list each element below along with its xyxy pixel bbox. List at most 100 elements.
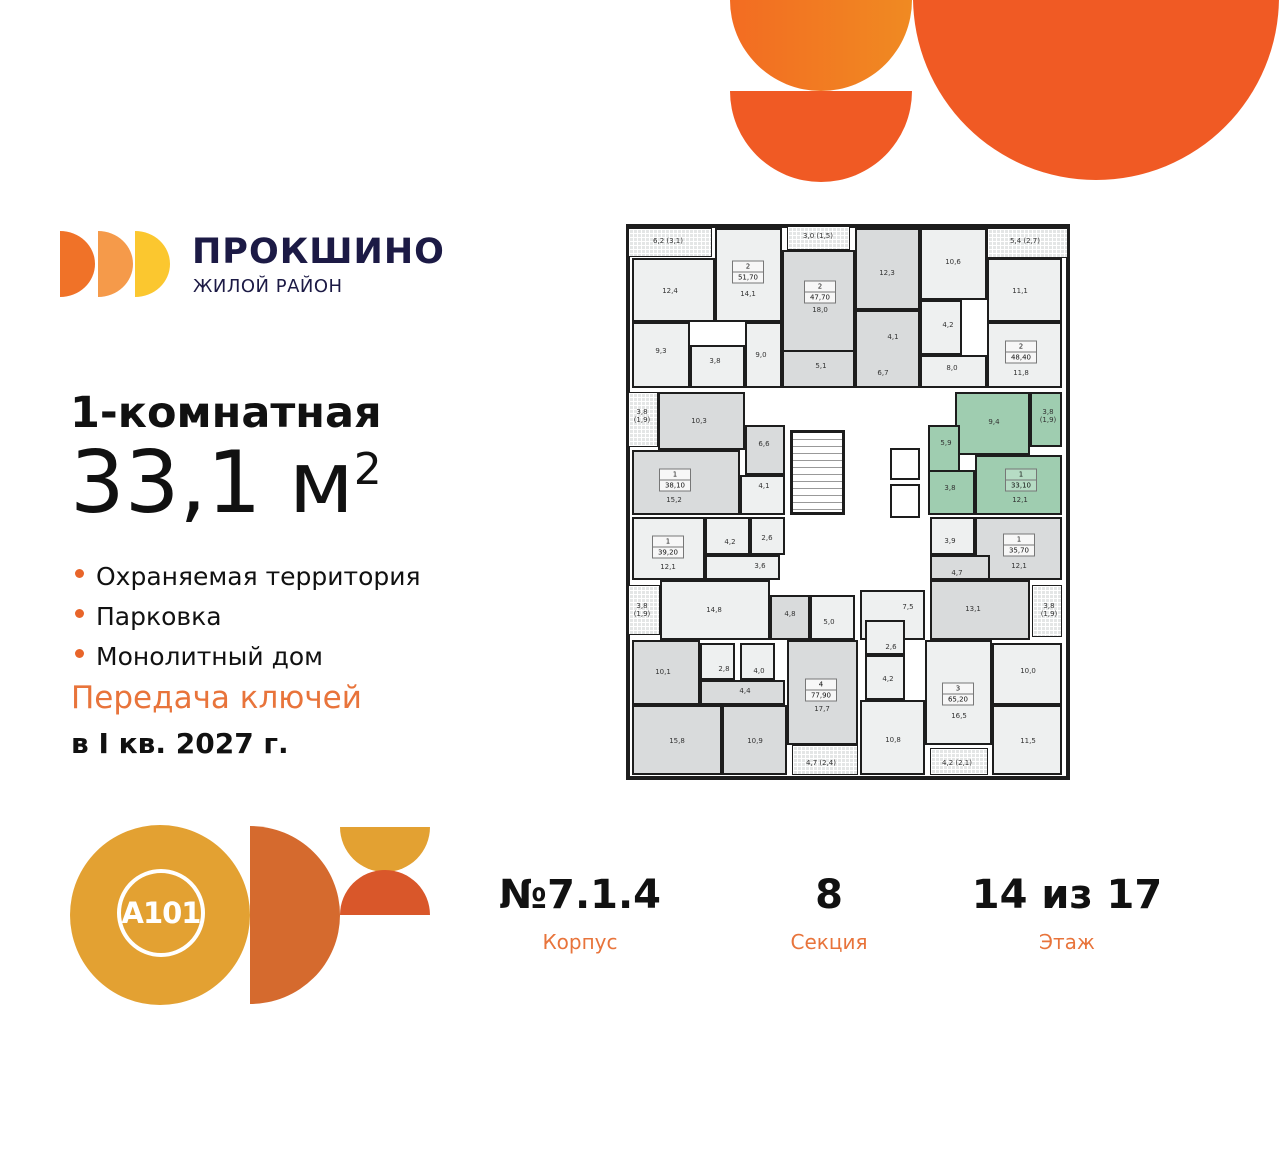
room	[632, 258, 715, 322]
area-value: 33,1 м	[70, 433, 354, 533]
room-area-label: 3,8 (1,9)	[1040, 602, 1058, 618]
room-area-label: 6,2 (3,1)	[653, 237, 683, 245]
room	[632, 640, 700, 705]
elevator	[890, 484, 920, 518]
room-area-label: 4,1	[887, 333, 899, 341]
apartment-badge[interactable]: 1 38,10	[659, 468, 691, 492]
room	[782, 250, 855, 388]
handover-date: в I кв. 2027 г.	[71, 727, 289, 760]
room	[715, 228, 782, 322]
room-area-label: 4,8	[784, 610, 796, 618]
room	[930, 580, 1030, 640]
room	[928, 425, 960, 485]
room	[865, 655, 905, 700]
apartment-rooms: 1	[665, 537, 671, 546]
bullet-icon	[75, 648, 84, 658]
apartment-badge[interactable]: 2 51,70	[732, 260, 764, 284]
apartment-badge[interactable]: 2 47,70	[804, 280, 836, 304]
apartment-rooms: 1	[1018, 470, 1024, 479]
room	[658, 392, 745, 450]
room	[740, 643, 775, 680]
room	[745, 322, 782, 388]
feature-label: Монолитный дом	[96, 641, 324, 671]
room	[660, 580, 770, 640]
apartment-badge[interactable]: 4 77,90	[805, 678, 837, 702]
room-area-label: 4,0	[753, 667, 765, 675]
bullet-icon	[75, 608, 84, 618]
building-label: Корпус	[542, 930, 618, 954]
room	[810, 595, 855, 640]
floor-label: Этаж	[1039, 930, 1095, 954]
stair-core	[785, 390, 925, 590]
room-area-label: 10,9	[747, 737, 763, 745]
room-area-label: 11,1	[1012, 287, 1028, 295]
room-area-label: 8,0	[946, 364, 958, 372]
apartment-badge[interactable]: 1 35,70	[1003, 533, 1035, 557]
room-area-label: 9,0	[755, 351, 767, 359]
room	[975, 517, 1062, 580]
room-area-label: 5,9	[940, 439, 952, 447]
stat-floor: 14 из 17 Этаж	[947, 872, 1187, 954]
room-area-label: 3,8 (1,9)	[1039, 408, 1057, 424]
feature-item: Монолитный дом	[75, 636, 421, 676]
apartment-total-area: 47,70	[805, 291, 835, 303]
room-area-label: 10,1	[655, 668, 671, 676]
apartment-total-area: 39,20	[653, 546, 683, 558]
logo-half-circle-1	[60, 231, 95, 297]
apartment-badge[interactable]: 3 65,20	[942, 682, 974, 706]
room-area-label: 3,8	[944, 484, 956, 492]
apartment-type: 1-комнатная	[70, 388, 382, 438]
room-area-label: 5,0	[823, 618, 835, 626]
room	[928, 470, 975, 515]
a101-logo-text: A101	[121, 896, 202, 930]
room-area-label: 12,1	[1012, 496, 1028, 504]
section-label: Секция	[790, 930, 868, 954]
room	[632, 517, 705, 580]
room	[722, 705, 787, 775]
apartment-rooms: 1	[672, 470, 678, 479]
room	[705, 517, 750, 555]
room	[878, 312, 920, 358]
room-area-label: 14,1	[740, 290, 756, 298]
balcony	[628, 228, 712, 257]
balcony	[987, 228, 1068, 258]
room	[700, 643, 735, 680]
room	[700, 680, 785, 705]
apartment-rooms: 2	[1018, 342, 1024, 351]
floor-number: 14 из 17	[971, 872, 1163, 918]
room	[930, 517, 975, 555]
room-area-label: 10,8	[885, 736, 901, 744]
room-area-label: 3,0 (1,5)	[803, 232, 833, 240]
apartment-badge[interactable]: 1 33,10	[1005, 468, 1037, 492]
room	[955, 392, 1030, 455]
room-area-label: 6,7	[877, 369, 889, 377]
apartment-rooms: 1	[1016, 535, 1022, 544]
room-area-label: 5,1	[815, 362, 827, 370]
room-area-label: 4,2 (2,1)	[942, 759, 972, 767]
room-area-label: 3,9	[944, 537, 956, 545]
stat-section: 8 Секция	[709, 872, 949, 954]
room	[750, 517, 785, 555]
room-area-label: 14,8	[706, 606, 722, 614]
room	[740, 475, 785, 515]
apartment-badge[interactable]: 1 39,20	[652, 535, 684, 559]
room	[987, 258, 1062, 322]
room	[705, 555, 780, 580]
apartment-rooms: 3	[955, 684, 961, 693]
room-area-label: 4,2	[724, 538, 736, 546]
balcony	[787, 226, 850, 250]
room	[787, 640, 858, 745]
room-area-label: 4,2	[942, 321, 954, 329]
apartment-total-area: 33,10	[1006, 479, 1036, 491]
room	[1030, 392, 1062, 447]
apartment-badge[interactable]: 2 48,40	[1005, 340, 1037, 364]
room	[920, 355, 987, 388]
room-area-label: 10,3	[691, 417, 707, 425]
balcony	[628, 585, 660, 635]
handover-label: Передача ключей	[71, 680, 362, 716]
stat-building: №7.1.4 Корпус	[460, 872, 700, 954]
room-area-label: 4,1	[758, 482, 770, 490]
room-area-label: 10,6	[945, 258, 961, 266]
room-area-label: 2,8	[718, 665, 730, 673]
room-area-label: 4,7 (2,4)	[806, 759, 836, 767]
